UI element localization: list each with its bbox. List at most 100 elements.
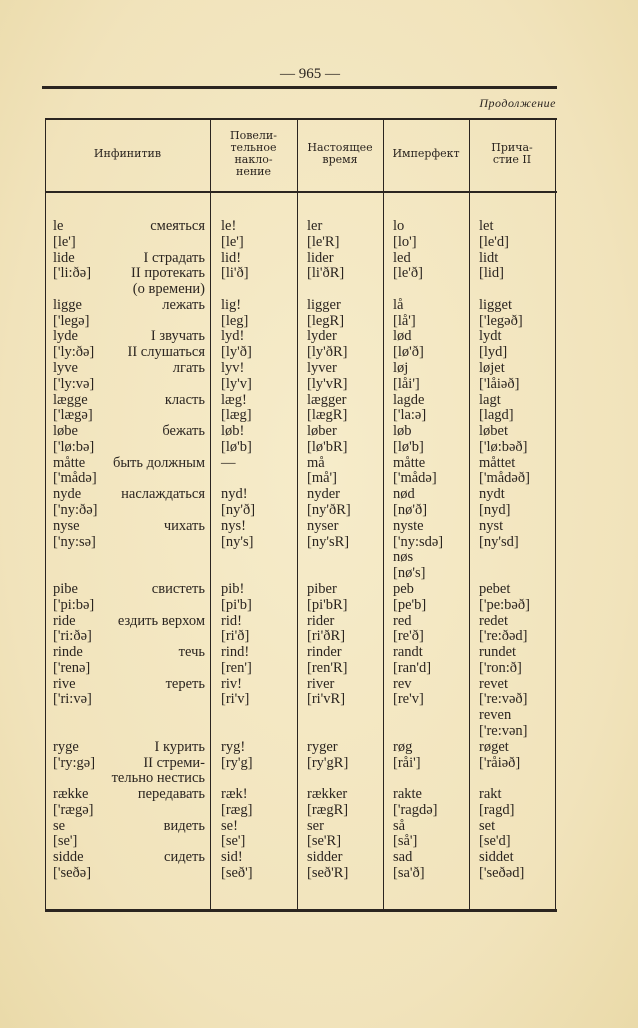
translation-cell: II слушаться [127, 344, 205, 361]
participle-cell: ['ron:ð] [479, 659, 522, 676]
imperative-cell: [le'] [221, 233, 244, 250]
participle-cell: revet [479, 675, 508, 692]
participle-cell: ['mådəð] [479, 470, 530, 487]
participle-cell: set [479, 817, 496, 834]
translation-cell: видеть [163, 817, 205, 834]
present-cell: løber [307, 423, 337, 440]
imperative-cell: [se'] [221, 833, 246, 850]
infinitive-cell: ['lægə] [53, 407, 93, 424]
imperfect-cell: randt [393, 644, 423, 661]
infinitive-cell: ['ly:və] [53, 375, 95, 392]
table-bottom-border [45, 909, 557, 912]
participle-cell: løbet [479, 423, 508, 440]
imperative-cell: nyd! [221, 486, 248, 503]
participle-cell: måttet [479, 454, 516, 471]
present-cell: [ri'ðR] [307, 628, 346, 645]
imperative-cell: [ri'v] [221, 691, 250, 708]
participle-cell: let [479, 218, 494, 234]
infinitive-cell: lyde [53, 328, 78, 345]
present-cell: [li'ðR] [307, 265, 345, 282]
participle-cell: rakt [479, 786, 502, 803]
participle-cell: pebet [479, 580, 511, 597]
column-divider [45, 118, 46, 912]
imperfect-cell: løb [393, 423, 412, 440]
present-cell: [se'R] [307, 833, 342, 850]
participle-cell: ['låiəð] [479, 375, 520, 392]
imperfect-cell: [pe'b] [393, 596, 427, 613]
present-cell: [seð'R] [307, 864, 349, 881]
participle-cell: [ragd] [479, 801, 515, 818]
infinitive-cell: nyde [53, 486, 82, 503]
infinitive-cell: løbe [53, 423, 78, 440]
imperfect-cell: ['mådə] [393, 470, 437, 487]
present-cell: rækker [307, 786, 348, 803]
present-cell: [lægR] [307, 407, 348, 424]
imperfect-cell: rakte [393, 786, 422, 803]
translation-cell: лежать [162, 296, 205, 313]
header-infinitive: Инфинитив [93, 147, 162, 160]
infinitive-cell: rive [53, 675, 76, 692]
present-cell: rider [307, 612, 335, 629]
present-cell: [ny'sR] [307, 533, 350, 550]
imperfect-cell: løj [393, 360, 409, 377]
imperfect-cell: ['la:ə] [393, 407, 427, 424]
translation-cell: чихать [163, 517, 205, 534]
infinitive-cell: lyve [53, 360, 78, 377]
imperfect-cell: [le'ð] [393, 265, 423, 282]
participle-cell: redet [479, 612, 508, 629]
translation-cell: смеяться [150, 218, 205, 234]
participle-cell: ['pe:bəð] [479, 596, 530, 613]
translation-cell: (о времени) [132, 281, 205, 298]
translation-cell: быть должным [112, 454, 205, 471]
imperfect-cell: rev [393, 675, 412, 692]
infinitive-cell: sidde [53, 849, 84, 866]
column-divider [469, 118, 470, 910]
imperative-cell: riv! [221, 675, 242, 692]
imperfect-cell: [lå'] [393, 312, 416, 329]
imperative-cell: lig! [221, 296, 242, 313]
imperfect-cell: [lø'b] [393, 438, 424, 455]
imperfect-cell: [låi'] [393, 375, 420, 392]
translation-cell: ездить верхом [117, 612, 205, 629]
imperfect-cell: ['ny:sdə] [393, 533, 444, 550]
participle-cell: røget [479, 738, 509, 755]
present-cell: ligger [307, 296, 341, 313]
imperative-cell: lid! [221, 249, 242, 266]
infinitive-cell: ['ri:ðə] [53, 628, 92, 645]
infinitive-cell: se [53, 817, 66, 834]
participle-cell: reven [479, 707, 512, 724]
participle-cell: lydt [479, 328, 502, 345]
imperfect-cell: led [393, 249, 411, 266]
infinitive-cell: ride [53, 612, 76, 629]
imperfect-cell: lo [393, 218, 405, 234]
present-cell: ler [307, 218, 323, 234]
present-cell: nyser [307, 517, 339, 534]
top-rule [42, 86, 557, 89]
present-cell: nyder [307, 486, 341, 503]
participle-cell: siddet [479, 849, 514, 866]
imperfect-cell: [lø'ð] [393, 344, 424, 361]
imperative-cell: [ri'ð] [221, 628, 250, 645]
header-participle: Прича- стие II [491, 141, 533, 166]
imperfect-cell: måtte [393, 454, 426, 471]
participle-cell: ['råiəð] [479, 754, 521, 771]
translation-cell: II протекать [131, 265, 205, 282]
present-cell: piber [307, 580, 337, 597]
present-cell: [ry'gR] [307, 754, 349, 771]
imperative-cell: rid! [221, 612, 242, 629]
page-number: — 965 — [280, 66, 340, 82]
infinitive-cell: nyse [53, 517, 80, 534]
imperative-cell: [seð'] [221, 864, 253, 881]
imperative-cell: ryg! [221, 738, 246, 755]
present-cell: lyder [307, 328, 337, 345]
imperative-cell: [ly'ð] [221, 344, 252, 361]
infinitive-cell: ryge [53, 738, 79, 755]
imperative-cell: pib! [221, 580, 245, 597]
infinitive-cell: ['mådə] [53, 470, 97, 487]
present-cell: [må'] [307, 470, 337, 487]
infinitive-cell: pibe [53, 580, 78, 597]
infinitive-cell: ['li:ðə] [53, 265, 92, 282]
translation-cell: II стреми- [143, 754, 205, 771]
imperfect-cell: [ran'd] [393, 659, 432, 676]
imperative-cell: [leg] [221, 312, 249, 329]
